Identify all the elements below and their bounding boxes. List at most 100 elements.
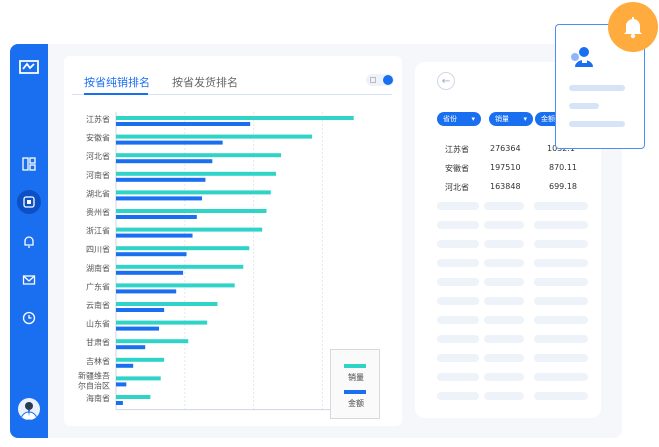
tab-shipment-ranking[interactable]: 按省发货排名: [172, 76, 238, 89]
placeholder-line: [569, 121, 625, 127]
placeholder-cell: [534, 297, 588, 305]
bar-sales: [116, 339, 189, 344]
cell-amount: 699.18: [549, 182, 577, 191]
bar-amount: [116, 215, 197, 219]
category-label: 浙江省: [86, 226, 110, 236]
placeholder-cell: [534, 373, 588, 381]
placeholder-cell: [437, 335, 479, 343]
bar-amount: [116, 382, 127, 387]
ranking-chart: 江苏省安徽省河北省河南省湖北省贵州省浙江省四川省湖南省广东省云南省山东省甘肃省吉…: [78, 112, 374, 411]
logo-icon: [19, 60, 39, 74]
category-label: 山东省: [86, 319, 110, 329]
category-label: 河北省: [86, 151, 110, 161]
placeholder-cell: [437, 373, 479, 381]
bar-sales: [116, 357, 165, 362]
legend-label-amount: 金额: [348, 398, 364, 408]
bar-amount: [116, 289, 177, 294]
header-sales[interactable]: 销量 ▾: [489, 112, 533, 126]
placeholder-cell: [534, 240, 588, 248]
tab-sales-ranking[interactable]: 按省纯销排名: [84, 76, 150, 89]
placeholder-cell: [534, 392, 588, 400]
placeholder-cell: [484, 316, 524, 324]
placeholder-cell: [484, 392, 524, 400]
clock-icon[interactable]: [17, 306, 41, 330]
placeholder-cell: [534, 354, 588, 362]
bar-amount: [116, 177, 206, 182]
ai-chip-icon[interactable]: [17, 190, 41, 214]
bar-amount: [116, 122, 251, 126]
cell-province: 江苏省: [445, 145, 469, 154]
cell-sales: 276364: [490, 144, 521, 153]
category-label: 四川省: [86, 244, 110, 254]
dashboard-icon[interactable]: [17, 152, 41, 176]
placeholder-cell: [484, 278, 524, 286]
bar-amount: [116, 252, 187, 257]
bar-sales: [116, 134, 313, 139]
bar-amount: [116, 159, 213, 164]
legend-swatch-amount: [344, 390, 366, 394]
category-label: 甘肃省: [86, 337, 110, 347]
bar-sales: [116, 227, 263, 232]
placeholder-cell: [534, 202, 588, 210]
bar-amount: [116, 401, 123, 405]
placeholder-line: [569, 103, 599, 109]
bar-amount: [116, 345, 146, 350]
bar-sales: [116, 171, 276, 176]
category-label: 海南省: [86, 393, 110, 403]
category-label: 江苏省: [86, 114, 110, 124]
bar-sales: [116, 246, 250, 251]
placeholder-cell: [534, 316, 588, 324]
view-toggle[interactable]: [366, 74, 394, 86]
ranking-panel: 按省纯销排名 按省发货排名 江苏省 安徽省 河北省 河南省 湖北省 贵州省 浙江省 四川省 湖南…: [64, 56, 402, 426]
placeholder-cell: [484, 335, 524, 343]
placeholder-cell: [534, 278, 588, 286]
bar-amount: [116, 140, 223, 145]
bar-sales: [116, 395, 151, 399]
bar-sales: [116, 190, 271, 195]
legend-label-sales: 销量: [348, 372, 364, 382]
bar-sales: [116, 116, 354, 120]
placeholder-cell: [484, 221, 524, 229]
placeholder-cell: [437, 202, 479, 210]
bell-icon[interactable]: [17, 230, 41, 254]
header-province[interactable]: 省份 ▾: [437, 112, 481, 126]
category-label: 安徽省: [86, 133, 110, 143]
category-label: 新疆维吾: [78, 370, 110, 380]
category-label: 广东省: [86, 281, 110, 291]
bar-sales: [116, 153, 282, 158]
category-label: 尔自治区: [78, 380, 110, 390]
category-label: 河南省: [86, 170, 110, 180]
cell-province: 河北省: [445, 183, 469, 192]
user-lock-icon: [571, 47, 593, 67]
bar-amount: [116, 233, 193, 238]
placeholder-cell: [534, 221, 588, 229]
placeholder-cell: [437, 297, 479, 305]
placeholder-cell: [484, 373, 524, 381]
chart-legend: 销量 金额: [330, 349, 380, 419]
bar-amount: [116, 196, 202, 201]
placeholder-cell: [534, 335, 588, 343]
bar-sales: [116, 302, 218, 306]
avatar[interactable]: [18, 398, 40, 420]
category-label: 吉林省: [86, 356, 110, 366]
mail-icon[interactable]: [17, 268, 41, 292]
bar-amount: [116, 308, 165, 312]
nav-rail: [10, 44, 48, 438]
placeholder-cell: [437, 259, 479, 267]
placeholder-cell: [437, 392, 479, 400]
bar-sales: [116, 264, 244, 269]
chevron-down-icon: ▾: [523, 115, 527, 123]
bar-amount: [116, 326, 159, 331]
notification-bell-icon[interactable]: [608, 2, 658, 52]
cell-province: 安徽省: [445, 164, 469, 173]
placeholder-cell: [437, 278, 479, 286]
tab-active-indicator: [84, 93, 148, 95]
tab-divider: [72, 94, 392, 95]
placeholder-cell: [484, 202, 524, 210]
category-label: 云南省: [86, 300, 110, 310]
placeholder-cell: [484, 259, 524, 267]
legend-swatch-sales: [344, 364, 366, 368]
placeholder-cell: [484, 354, 524, 362]
back-arrow-icon[interactable]: ←: [437, 72, 455, 90]
chevron-down-icon: ▾: [471, 115, 475, 123]
